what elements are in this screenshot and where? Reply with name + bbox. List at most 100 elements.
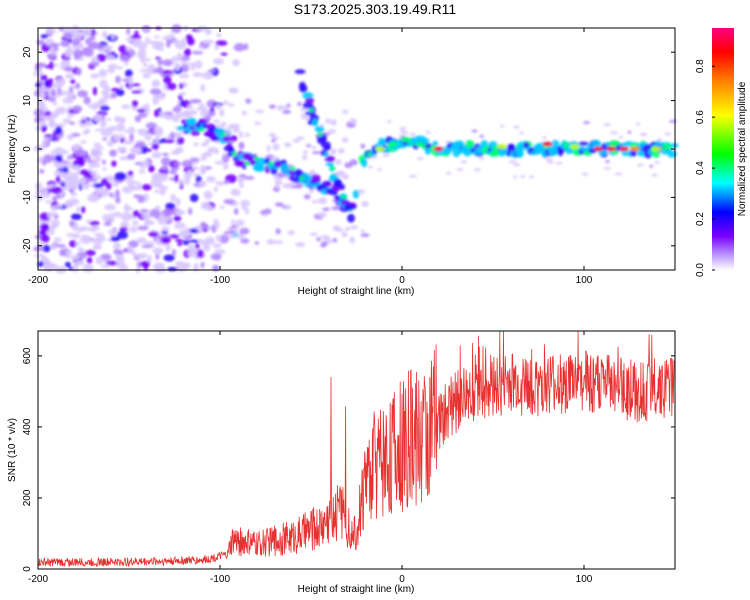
heatmap-cell (70, 79, 76, 84)
heatmap-cell (189, 109, 198, 116)
heatmap-cell (96, 53, 107, 62)
colorbar-tick-label: 0.4 (695, 161, 706, 175)
heatmap-cell (159, 216, 172, 221)
heatmap-cell (341, 137, 349, 143)
heatmap-cell (151, 151, 163, 159)
heatmap-cell (499, 124, 505, 128)
heatmap-cell (110, 35, 116, 40)
heatmap-cell (44, 111, 51, 117)
heatmap-cell (169, 169, 177, 175)
heatmap-cell (497, 144, 508, 150)
heatmap-cell (65, 253, 71, 259)
heatmap-cell (195, 225, 203, 231)
heatmap-cell (50, 46, 55, 51)
heatmap-cell (52, 160, 59, 167)
colorbar-tick-label: 0.2 (695, 212, 706, 226)
heatmap-cell (114, 116, 126, 123)
heatmap-cell (55, 154, 63, 163)
heatmap-cell (37, 261, 45, 267)
heatmap-cell (92, 244, 103, 250)
heatmap-cell (141, 244, 154, 249)
heatmap-cell (202, 71, 214, 80)
heatmap-cell (69, 172, 79, 182)
heatmap-cell (80, 140, 87, 144)
heatmap-cell (145, 242, 151, 246)
heatmap-cell (68, 266, 74, 271)
heatmap-cell (198, 180, 207, 187)
heatmap-cell (523, 141, 530, 149)
heatmap-cell (606, 146, 617, 152)
heatmap-cell (199, 165, 207, 174)
spectrogram-y-label: Frequency (Hz) (7, 115, 18, 184)
heatmap-cell (50, 43, 61, 47)
heatmap-cell (77, 246, 84, 252)
heatmap-cell (81, 116, 87, 120)
heatmap-cell (267, 161, 274, 166)
heatmap-cell (170, 56, 178, 63)
heatmap-cell (80, 206, 86, 214)
heatmap-cell (347, 213, 355, 223)
heatmap-cell (43, 154, 53, 164)
heatmap-cell (417, 156, 424, 160)
heatmap-cell (136, 181, 142, 191)
heatmap-cell (119, 54, 131, 62)
heatmap-cell (311, 145, 317, 150)
heatmap-cell (70, 164, 81, 171)
heatmap-cell (63, 90, 72, 96)
heatmap-cell (432, 140, 439, 146)
heatmap-cell (34, 253, 45, 258)
heatmap-cell (314, 126, 325, 133)
heatmap-cell (41, 141, 49, 147)
heatmap-cell (121, 104, 131, 109)
heatmap-cell (82, 263, 94, 273)
heatmap-cell (126, 180, 138, 185)
heatmap-cell (664, 132, 672, 136)
heatmap-cell (177, 242, 183, 247)
heatmap-cell (637, 163, 644, 167)
heatmap-cell (241, 205, 246, 211)
colorbar-gradient (712, 28, 734, 270)
heatmap-cell (627, 130, 632, 134)
heatmap-cell (63, 32, 73, 40)
heatmap-cell (244, 132, 251, 138)
heatmap-cell (651, 146, 662, 152)
heatmap-cell (50, 186, 63, 194)
heatmap-cell (294, 69, 306, 75)
heatmap-cell (214, 44, 220, 50)
heatmap-cell (51, 241, 58, 251)
heatmap-cell (115, 197, 121, 204)
heatmap-cell (122, 140, 134, 145)
heatmap-cell (124, 207, 134, 211)
heatmap-cell (320, 234, 330, 240)
heatmap-cell (340, 195, 347, 200)
heatmap-cell (512, 175, 518, 179)
heatmap-cell (166, 82, 177, 91)
heatmap-cell (245, 98, 252, 104)
heatmap-cell (238, 131, 244, 139)
heatmap-cell (284, 204, 292, 210)
heatmap-cell (129, 226, 138, 233)
y-tick-label: 0 (22, 566, 33, 572)
heatmap-cell (200, 239, 210, 246)
heatmap-cell (178, 73, 190, 79)
heatmap-cell (52, 82, 64, 89)
heatmap-cell (649, 164, 654, 168)
heatmap-cell (120, 221, 130, 229)
heatmap-cell (317, 132, 324, 137)
heatmap-cell (295, 242, 306, 248)
heatmap-cell (181, 38, 187, 43)
heatmap-cell (323, 152, 330, 158)
heatmap-cell (325, 180, 332, 187)
heatmap-cell (115, 122, 126, 132)
heatmap-cell (176, 52, 183, 61)
heatmap-cell (296, 136, 305, 140)
heatmap-cell (275, 228, 281, 235)
heatmap-cell (171, 24, 182, 34)
heatmap-cell (288, 169, 295, 176)
heatmap-cell (555, 161, 563, 165)
heatmap-cell (519, 131, 525, 135)
heatmap-cell (144, 135, 153, 141)
heatmap-cell (583, 121, 591, 125)
heatmap-cell (239, 227, 250, 235)
heatmap-cell (100, 253, 112, 261)
